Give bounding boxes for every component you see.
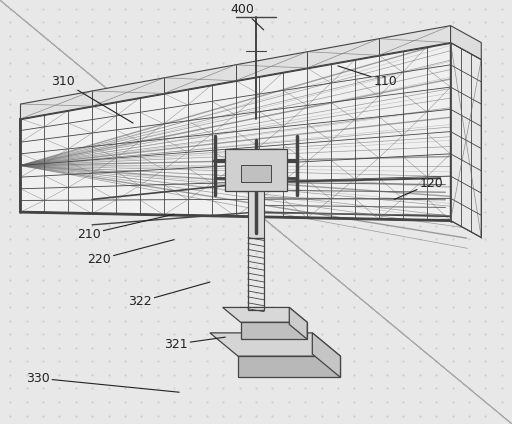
Polygon shape: [312, 333, 340, 377]
Polygon shape: [20, 42, 451, 220]
Text: 330: 330: [26, 371, 179, 392]
Polygon shape: [248, 187, 264, 237]
Text: 310: 310: [51, 75, 133, 123]
Polygon shape: [223, 307, 307, 322]
Text: 322: 322: [128, 282, 210, 308]
Polygon shape: [451, 25, 481, 59]
Polygon shape: [225, 148, 287, 191]
Polygon shape: [20, 25, 451, 119]
Text: 400: 400: [230, 3, 264, 30]
Polygon shape: [238, 356, 340, 377]
Text: 120: 120: [394, 177, 443, 199]
Polygon shape: [210, 333, 340, 356]
Polygon shape: [451, 42, 481, 237]
Text: 220: 220: [87, 240, 174, 266]
Polygon shape: [241, 165, 271, 182]
Text: 110: 110: [338, 66, 397, 88]
Text: 321: 321: [164, 337, 225, 351]
Polygon shape: [241, 322, 307, 339]
Polygon shape: [289, 307, 307, 339]
Text: 210: 210: [77, 214, 174, 240]
